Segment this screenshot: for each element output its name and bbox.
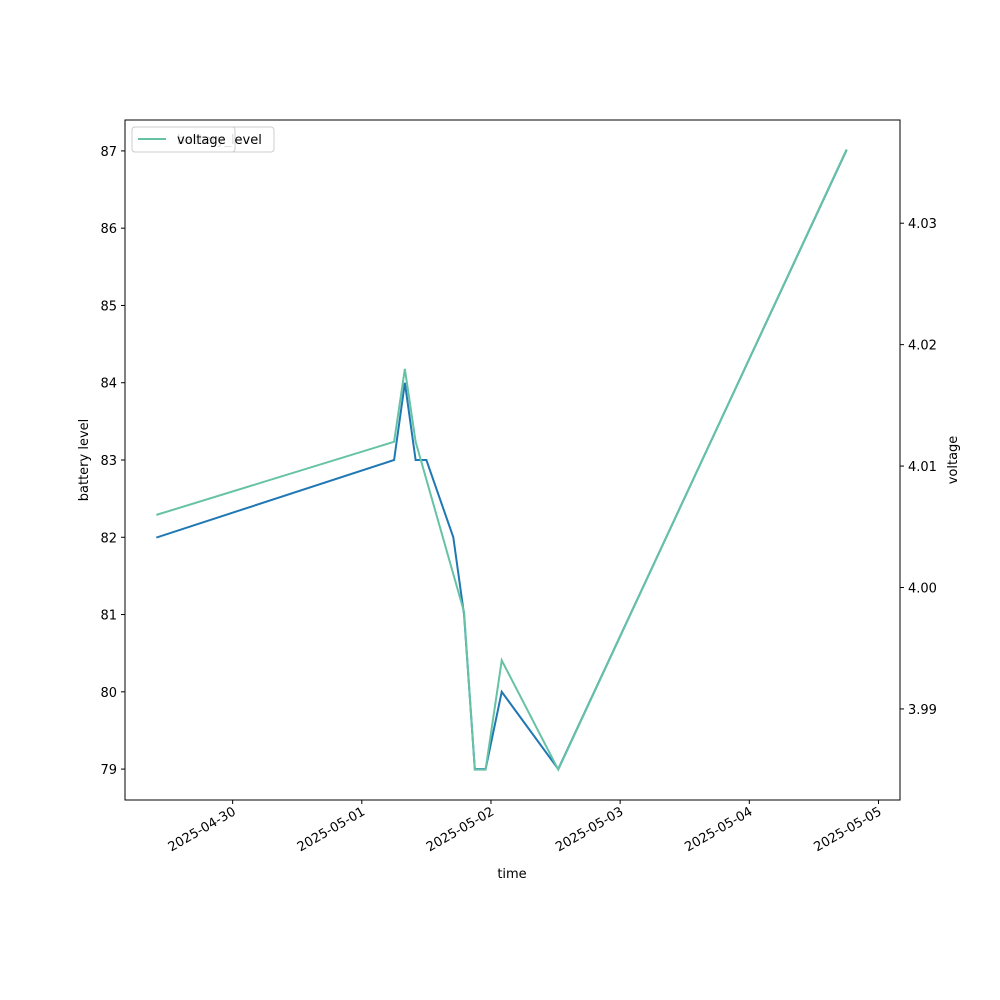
legend: battery_level voltage xyxy=(131,126,275,153)
series-line-battery-level xyxy=(156,149,848,772)
x-axis-label: time xyxy=(497,867,526,882)
legend-label-voltage: voltage xyxy=(177,133,226,148)
y-left-tick-label: 87 xyxy=(100,145,117,160)
y-axis-left: 79 80 81 82 83 84 85 86 87 xyxy=(100,145,125,778)
x-tick-label: 2025-05-05 xyxy=(812,804,885,855)
y-axis-right: 3.99 4.00 4.01 4.02 4.03 xyxy=(900,217,937,718)
y-axis-right-label: voltage xyxy=(946,436,961,485)
y-right-tick-label: 4.00 xyxy=(908,582,937,597)
x-tick-label: 2025-05-03 xyxy=(553,804,626,855)
y-right-tick-label: 4.02 xyxy=(908,339,937,354)
y-left-tick-label: 84 xyxy=(100,377,117,392)
y-right-tick-label: 4.03 xyxy=(908,217,937,232)
y-left-tick-label: 81 xyxy=(100,609,117,624)
legend-mask xyxy=(133,128,234,151)
series-layer xyxy=(156,149,848,772)
y-right-tick-label: 3.99 xyxy=(908,703,937,718)
x-tick-label: 2025-04-30 xyxy=(166,804,239,855)
x-tick-label: 2025-05-04 xyxy=(682,804,755,855)
x-tick-label: 2025-05-01 xyxy=(295,804,368,855)
y-left-tick-label: 79 xyxy=(100,763,117,778)
y-left-tick-label: 83 xyxy=(100,454,117,469)
x-tick-label: 2025-05-02 xyxy=(424,804,497,855)
y-left-tick-label: 80 xyxy=(100,686,117,701)
y-left-tick-label: 86 xyxy=(100,222,117,237)
y-axis-left-label: battery level xyxy=(77,419,92,502)
plot-background xyxy=(125,120,900,800)
y-left-tick-label: 82 xyxy=(100,531,117,546)
y-left-tick-label: 85 xyxy=(100,299,117,314)
series-line-voltage xyxy=(156,149,848,772)
y-right-tick-label: 4.01 xyxy=(908,460,937,475)
x-axis: 2025-04-30 2025-05-01 2025-05-02 2025-05-03… xyxy=(166,800,885,855)
